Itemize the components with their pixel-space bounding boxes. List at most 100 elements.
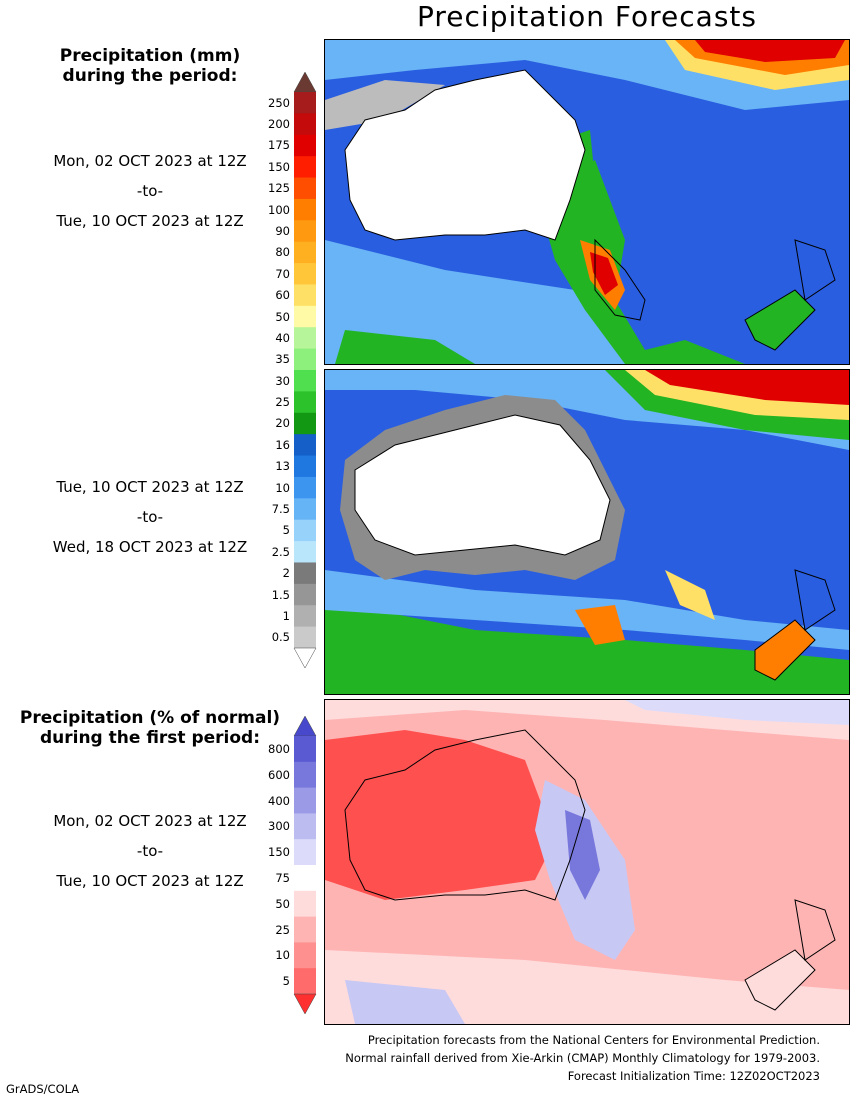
- period-3-to: Tue, 10 OCT 2023 at 12Z: [56, 872, 244, 890]
- colorbar-tick-label: 250: [268, 95, 290, 110]
- colorbar-segment: [294, 263, 316, 285]
- colorbar-tick-label: 400: [268, 793, 290, 808]
- precip-legend-heading-line2: during the period:: [62, 66, 238, 86]
- map-period-1: [324, 39, 850, 365]
- page-title: Precipitation Forecasts: [417, 0, 757, 33]
- colorbar-segment: [294, 327, 316, 350]
- colorbar-segment: [294, 626, 316, 649]
- normal-colorbar-svg: [293, 715, 317, 1015]
- map-period-2: [324, 369, 850, 695]
- map-percent-normal: [324, 699, 850, 1025]
- colorbar-tick-label: 35: [275, 352, 290, 367]
- colorbar-tick-label: 50: [275, 896, 290, 911]
- colorbar-tick-label: 10: [275, 948, 290, 963]
- colorbar-segment: [294, 412, 316, 435]
- colorbar-segment: [294, 839, 316, 866]
- period-2-sep: -to-: [136, 508, 164, 526]
- colorbar-tick-label: 175: [268, 138, 290, 153]
- colorbar-tick-label: 10: [275, 480, 290, 495]
- colorbar-segment: [294, 942, 316, 969]
- map-percent-normal-svg: [325, 700, 849, 1024]
- colorbar-tick-label: 70: [275, 266, 290, 281]
- colorbar-tick-label: 600: [268, 767, 290, 782]
- colorbar-segment: [294, 541, 316, 563]
- colorbar-segment: [294, 284, 316, 307]
- footer-line1: Precipitation forecasts from the Nationa…: [367, 1033, 820, 1047]
- colorbar-segment: [294, 605, 316, 628]
- colorbar-tick-label: 60: [275, 288, 290, 303]
- precip-legend-heading: Precipitation (mm) during the period:: [0, 46, 300, 86]
- map-period-2-svg: [325, 370, 849, 694]
- period-2-to: Wed, 18 OCT 2023 at 12Z: [52, 538, 248, 556]
- precip-colorbar: [290, 71, 320, 669]
- colorbar-tick-label: 800: [268, 741, 290, 756]
- colorbar-segment: [294, 370, 316, 392]
- colorbar-tick-label: 25: [275, 395, 290, 410]
- colorbar-segment: [294, 519, 316, 542]
- colorbar-tick-label: 90: [275, 224, 290, 238]
- colorbar-segment: [294, 220, 316, 243]
- footer-line3: Forecast Initialization Time: 12Z02OCT20…: [567, 1069, 820, 1083]
- colorbar-segment: [294, 787, 316, 814]
- colorbar-tick-label: 40: [275, 330, 290, 345]
- colorbar-tick-label: 150: [268, 845, 290, 860]
- colorbar-tick-label: 2: [282, 566, 290, 581]
- colorbar-tick-label: 200: [268, 117, 290, 132]
- colorbar-segment: [294, 498, 316, 521]
- map-period-1-svg: [325, 40, 849, 364]
- normal-legend-heading-line1: Precipitation (% of normal): [19, 708, 281, 728]
- colorbar-tick-label: 16: [275, 437, 290, 452]
- period-1-label: Mon, 02 OCT 2023 at 12Z -to- Tue, 10 OCT…: [0, 152, 300, 230]
- period-3-sep: -to-: [136, 842, 164, 860]
- period-1-from: Mon, 02 OCT 2023 at 12Z: [53, 152, 247, 170]
- colorbar-tick-label: 20: [275, 416, 290, 431]
- colorbar-bottom-arrow: [293, 993, 317, 1015]
- colorbar-segment: [294, 736, 316, 763]
- colorbar-tick-label: 125: [268, 181, 290, 196]
- period-3-label: Mon, 02 OCT 2023 at 12Z -to- Tue, 10 OCT…: [0, 812, 300, 890]
- colorbar-tick-label: 100: [268, 202, 290, 217]
- precip-legend-heading-line1: Precipitation (mm): [59, 46, 241, 66]
- colorbar-tick-label: 2.5: [271, 544, 290, 559]
- credit-label: GrADS/COLA: [6, 1082, 80, 1096]
- colorbar-segment: [294, 434, 316, 457]
- footer-notes: Precipitation forecasts from the Nationa…: [220, 1031, 820, 1085]
- colorbar-segment: [294, 761, 316, 789]
- colorbar-segment: [294, 890, 316, 918]
- colorbar-segment: [294, 391, 316, 414]
- colorbar-segment: [294, 156, 316, 179]
- colorbar-tick-label: 1.5: [271, 587, 290, 602]
- colorbar-segment: [294, 455, 316, 478]
- colorbar-tick-label: 7.5: [271, 502, 290, 516]
- colorbar-tick-label: 75: [275, 870, 290, 885]
- colorbar-segment: [294, 177, 316, 200]
- colorbar-segment: [294, 134, 316, 157]
- colorbar-tick-label: 50: [275, 309, 290, 324]
- period-2-from: Tue, 10 OCT 2023 at 12Z: [56, 478, 244, 496]
- colorbar-segment: [294, 305, 316, 328]
- period-2-label: Tue, 10 OCT 2023 at 12Z -to- Wed, 18 OCT…: [0, 478, 300, 556]
- colorbar-segment: [294, 476, 316, 499]
- colorbar-tick-label: 25: [275, 922, 290, 937]
- colorbar-bottom-arrow: [293, 647, 317, 669]
- colorbar-tick-label: 5: [282, 523, 290, 538]
- normal-legend-heading-line2: during the first period:: [39, 728, 261, 748]
- colorbar-tick-label: 0.5: [271, 630, 290, 645]
- colorbar-segment: [294, 562, 316, 585]
- normal-colorbar: [290, 715, 320, 1015]
- period-1-to: Tue, 10 OCT 2023 at 12Z: [56, 212, 244, 230]
- colorbar-segment: [294, 583, 316, 606]
- period-1-sep: -to-: [136, 182, 164, 200]
- colorbar-segment: [294, 348, 316, 371]
- precip-colorbar-svg: [293, 71, 317, 669]
- colorbar-segment: [294, 916, 316, 943]
- colorbar-segment: [294, 865, 316, 892]
- footer-line2: Normal rainfall derived from Xie-Arkin (…: [345, 1051, 820, 1065]
- colorbar-top-arrow: [293, 715, 317, 737]
- colorbar-tick-label: 1: [282, 608, 290, 623]
- colorbar-tick-label: 13: [275, 459, 290, 474]
- colorbar-tick-label: 30: [275, 373, 290, 388]
- colorbar-tick-label: 300: [268, 819, 290, 834]
- period-3-from: Mon, 02 OCT 2023 at 12Z: [53, 812, 247, 830]
- colorbar-segment: [294, 813, 316, 840]
